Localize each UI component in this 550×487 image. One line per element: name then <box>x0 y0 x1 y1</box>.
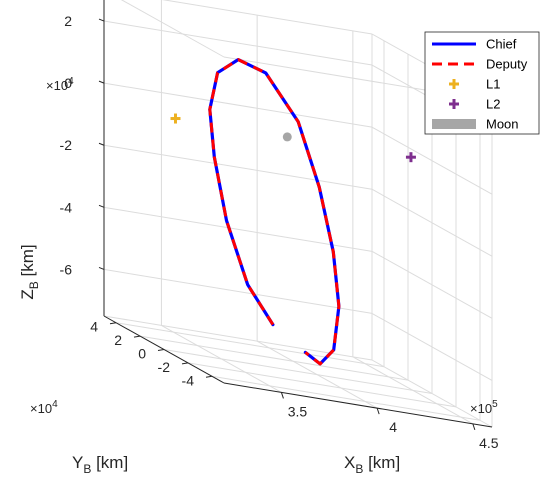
z-axis-exponent: ×104 <box>46 76 74 93</box>
legend-swatch-l1 <box>449 79 459 89</box>
box-edge <box>120 0 225 58</box>
legend-swatch-moon <box>432 119 476 129</box>
grid-line-z-side <box>371 312 493 381</box>
deputy-trajectory <box>208 58 341 366</box>
z-axis-label: ZB [km] <box>18 244 41 299</box>
z-tick-label: 0 <box>64 75 72 91</box>
z-tick-mark <box>98 266 105 270</box>
z-tick-mark <box>98 80 105 84</box>
series-layer <box>170 57 416 366</box>
y-tick-mark <box>133 335 141 338</box>
x-tick-label: 4.5 <box>479 435 499 451</box>
y-axis-exponent: ×104 <box>30 399 58 416</box>
grid-line-y-floor <box>115 322 385 368</box>
l2-marker <box>405 152 416 163</box>
z-tick-label: -2 <box>60 137 73 153</box>
y-tick-mark <box>205 375 213 378</box>
z-tick-mark <box>98 204 105 208</box>
y-axis-label: YB [km] <box>72 453 128 476</box>
legend: Chief Deputy L1 L2 Moon <box>424 31 540 135</box>
legend-box <box>424 31 540 135</box>
y-tick-mark <box>109 322 117 325</box>
x-tick-label: 4 <box>389 419 397 435</box>
z-tick-label: 2 <box>64 13 72 29</box>
grid-line-z-side <box>371 126 493 195</box>
grid-line-z-side <box>371 188 493 257</box>
grid-line-y-floor <box>163 349 433 394</box>
legend-label-deputy: Deputy <box>486 57 528 72</box>
z-tick-label: -6 <box>60 261 73 277</box>
grid-line-y-floor <box>139 335 409 381</box>
legend-label-l2: L2 <box>486 97 500 112</box>
z-tick-mark <box>98 142 105 146</box>
grid-line-z-back <box>103 20 373 66</box>
z-tick-mark <box>98 18 105 22</box>
y-tick-label: 4 <box>90 319 98 335</box>
moon-marker <box>282 132 292 142</box>
y-tick-label: 2 <box>114 332 122 348</box>
y-tick-label: -4 <box>182 372 195 388</box>
x-tick-label: 3.5 <box>288 403 308 419</box>
grid-line-z-back <box>103 268 373 314</box>
x-axis-line <box>223 382 493 428</box>
x-axis-label: XB [km] <box>344 453 400 476</box>
y-tick-label: -2 <box>158 359 171 375</box>
grid-line-z-back <box>103 206 373 252</box>
legend-label-chief: Chief <box>486 37 517 52</box>
y-tick-mark <box>181 362 189 365</box>
grid-line-y-floor <box>187 362 457 408</box>
y-tick-label: 0 <box>138 346 146 362</box>
grid-line-z-back <box>103 82 373 128</box>
grid-line-z-side <box>371 250 493 319</box>
legend-swatch-l2 <box>449 99 459 109</box>
x-tick-mark <box>376 407 380 415</box>
y-tick-mark <box>157 349 165 351</box>
grid-line-z-back <box>103 144 373 190</box>
legend-label-moon: Moon <box>486 117 519 132</box>
z-tick-label: -4 <box>60 199 73 215</box>
box-edge <box>161 0 373 35</box>
legend-label-l1: L1 <box>486 77 500 92</box>
box-edge <box>103 315 373 361</box>
x-tick-mark <box>472 423 476 431</box>
x-axis-exponent: ×105 <box>470 399 498 416</box>
grid-line-y-floor <box>211 375 481 421</box>
x-tick-mark <box>280 392 284 399</box>
chief-trajectory <box>208 57 341 366</box>
l1-marker <box>170 113 181 124</box>
